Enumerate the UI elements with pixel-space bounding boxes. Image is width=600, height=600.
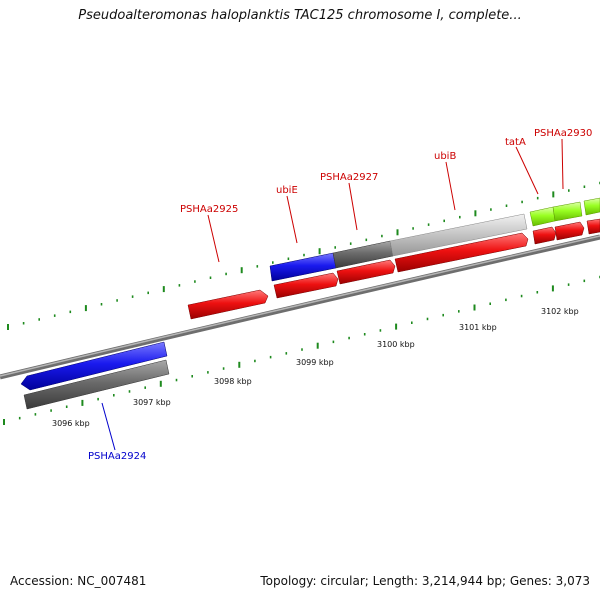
label-line-ubiE bbox=[286, 195, 298, 244]
cds-arrow-ubiE[interactable] bbox=[273, 272, 339, 299]
forward-tick-track bbox=[7, 181, 600, 330]
gene-label-tatA[interactable]: tatA bbox=[505, 137, 526, 148]
label-line-PSHAa2925 bbox=[207, 214, 220, 263]
cds-arrow-PSHAa2925[interactable] bbox=[187, 289, 269, 320]
label-line-PSHAa2927 bbox=[348, 182, 358, 231]
cds-arrow-ubiB[interactable] bbox=[394, 232, 529, 273]
scale-label: 3096 kbp bbox=[52, 419, 90, 428]
reverse-tick-track bbox=[3, 275, 600, 425]
gene-label-PSHAa2925[interactable]: PSHAa2925 bbox=[180, 204, 238, 215]
gene-label-PSHAa2924[interactable]: PSHAa2924 bbox=[88, 451, 146, 462]
gene-label-ubiB[interactable]: ubiB bbox=[434, 151, 456, 162]
gene-arrow-tatA[interactable] bbox=[529, 206, 556, 227]
cds-arrow-PSHAa2930[interactable] bbox=[554, 221, 585, 241]
label-line-PSHAa2924 bbox=[101, 402, 116, 451]
scale-label: 3098 kbp bbox=[214, 377, 252, 386]
scale-label: 3102 kbp bbox=[541, 307, 579, 316]
topology-text: Topology: circular; Length: 3,214,944 bp… bbox=[260, 574, 590, 588]
gene-arrow-next[interactable] bbox=[583, 197, 600, 216]
map-title: Pseudoalteromonas haloplanktis TAC125 ch… bbox=[78, 8, 522, 23]
scale-label: 3101 kbp bbox=[459, 323, 497, 332]
gene-arrow-PSHAa2930[interactable] bbox=[552, 201, 583, 222]
gene-label-PSHAa2927[interactable]: PSHAa2927 bbox=[320, 172, 378, 183]
scale-label: 3100 kbp bbox=[377, 340, 415, 349]
label-line-ubiB bbox=[445, 161, 456, 211]
label-line-PSHAa2930 bbox=[561, 138, 564, 190]
label-line-tatA bbox=[515, 146, 539, 195]
cds-arrow-tatA[interactable] bbox=[532, 226, 557, 245]
cds-arrow-PSHAa2927[interactable] bbox=[336, 259, 396, 285]
gene-label-ubiE[interactable]: ubiE bbox=[276, 185, 298, 196]
scale-label: 3099 kbp bbox=[296, 358, 334, 367]
gene-arrow-ubiB[interactable] bbox=[389, 213, 528, 257]
scale-label: 3097 kbp bbox=[133, 398, 171, 407]
cds-arrow-next[interactable] bbox=[586, 218, 600, 235]
backbone-line bbox=[0, 234, 600, 380]
gene-label-PSHAa2930[interactable]: PSHAa2930 bbox=[534, 128, 592, 139]
accession-text: Accession: NC_007481 bbox=[10, 574, 147, 588]
cds-arrow-PSHAa2924[interactable] bbox=[23, 359, 170, 410]
gene-arrow-PSHAa2924[interactable] bbox=[20, 341, 168, 391]
